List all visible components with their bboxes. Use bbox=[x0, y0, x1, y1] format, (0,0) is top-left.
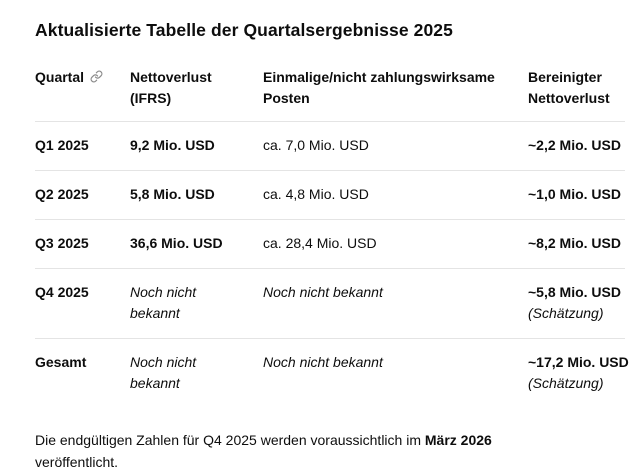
cell-bereinigt: ~8,2 Mio. USD bbox=[528, 219, 625, 269]
cell-quartal: Q3 2025 bbox=[35, 219, 130, 269]
header-quartal: Quartal bbox=[35, 67, 130, 122]
cell-bereinigt: ~1,0 Mio. USD bbox=[528, 170, 625, 220]
footer-highlight: März 2026 bbox=[424, 432, 492, 448]
header-nettoverlust: Nettoverlust (IFRS) bbox=[130, 67, 263, 122]
cell-posten: ca. 28,4 Mio. USD bbox=[263, 219, 528, 269]
header-bereinigter-nettoverlust: Bereinigter Nettoverlust bbox=[528, 67, 625, 122]
cell-bereinigt: ~5,8 Mio. USD (Schätzung) bbox=[528, 268, 625, 339]
cell-bereinigt-value: ~17,2 Mio. USD bbox=[528, 354, 629, 370]
cell-posten: ca. 7,0 Mio. USD bbox=[263, 121, 528, 171]
footer-note: Die endgültigen Zahlen für Q4 2025 werde… bbox=[35, 430, 555, 469]
cell-quartal: Q4 2025 bbox=[35, 268, 130, 339]
footer-text-after: veröffentlicht. bbox=[35, 453, 119, 469]
header-posten: Einmalige/nicht zahlungswirksame Posten bbox=[263, 67, 528, 122]
cell-nettoverlust: 5,8 Mio. USD bbox=[130, 170, 263, 220]
cell-posten: Noch nicht bekannt bbox=[263, 268, 528, 339]
table-header-row: Quartal Nettoverlust (IFRS) Einmalige/ni… bbox=[35, 67, 625, 122]
cell-bereinigt-note: (Schätzung) bbox=[528, 305, 604, 321]
header-quartal-label: Quartal bbox=[35, 69, 85, 85]
table-row: Q1 2025 9,2 Mio. USD ca. 7,0 Mio. USD ~2… bbox=[35, 121, 625, 171]
cell-posten: Noch nicht bekannt bbox=[263, 354, 383, 370]
table-row: Gesamt Noch nicht bekannt Noch nicht bek… bbox=[35, 339, 629, 409]
quarterly-results-table: Quartal Nettoverlust (IFRS) Einmalige/ni… bbox=[35, 67, 629, 409]
cell-posten: ca. 4,8 Mio. USD bbox=[263, 170, 528, 220]
table-row: Q3 2025 36,6 Mio. USD ca. 28,4 Mio. USD … bbox=[35, 219, 625, 269]
cell-nettoverlust: 9,2 Mio. USD bbox=[130, 121, 263, 171]
cell-bereinigt: ~2,2 Mio. USD bbox=[528, 121, 625, 171]
cell-nettoverlust: Noch nicht bekannt bbox=[130, 268, 263, 339]
cell-quartal: Q2 2025 bbox=[35, 170, 130, 220]
cell-bereinigt: ~17,2 Mio. USD (Schätzung) bbox=[528, 339, 629, 409]
page-title: Aktualisierte Tabelle der Quartalsergebn… bbox=[35, 20, 453, 40]
cell-nettoverlust: Noch nicht bekannt bbox=[130, 354, 197, 391]
table-row: Q4 2025 Noch nicht bekannt Noch nicht be… bbox=[35, 268, 625, 339]
cell-bereinigt-note: (Schätzung) bbox=[528, 375, 604, 391]
cell-quartal: Q1 2025 bbox=[35, 121, 130, 171]
cell-quartal: Gesamt bbox=[35, 354, 87, 370]
table-row: Q2 2025 5,8 Mio. USD ca. 4,8 Mio. USD ~1… bbox=[35, 170, 625, 220]
link-icon[interactable] bbox=[90, 70, 103, 83]
cell-bereinigt-value: ~5,8 Mio. USD bbox=[528, 284, 621, 300]
footer-text-before: Die endgültigen Zahlen für Q4 2025 werde… bbox=[35, 432, 421, 448]
cell-nettoverlust: 36,6 Mio. USD bbox=[130, 219, 263, 269]
